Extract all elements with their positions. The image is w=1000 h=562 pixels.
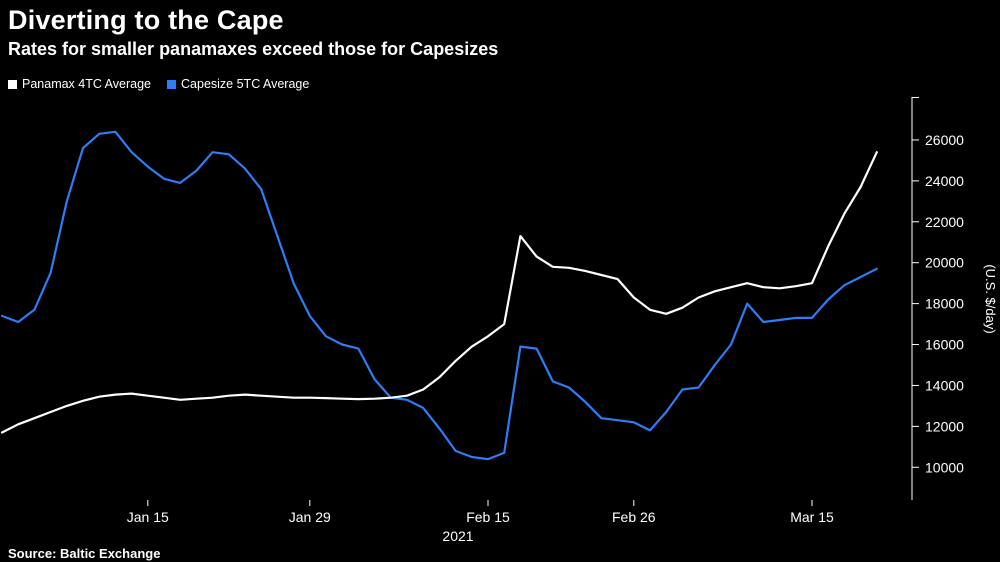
y-tick-label: 24000 (925, 173, 964, 189)
y-axis-title: (U.S. $/day) (983, 264, 998, 333)
x-tick-label: Feb 15 (466, 509, 510, 525)
y-tick-label: 14000 (925, 377, 964, 393)
series-line (0, 151, 878, 434)
legend-item-panamax: Panamax 4TC Average (8, 77, 151, 91)
y-tick-label: 16000 (925, 337, 964, 353)
series-line (0, 130, 878, 461)
x-tick-label: Mar 15 (790, 509, 834, 525)
x-axis-year: 2021 (442, 528, 473, 544)
capesize-swatch-icon (167, 79, 177, 89)
legend: Panamax 4TC Average Capesize 5TC Average (8, 77, 309, 91)
y-tick-label: 26000 (925, 132, 964, 148)
y-tick-label: 18000 (925, 296, 964, 312)
legend-label-panamax: Panamax 4TC Average (22, 77, 152, 91)
x-tick-label: Feb 26 (612, 509, 656, 525)
x-tick-label: Jan 15 (127, 509, 169, 525)
chart-subtitle: Rates for smaller panamaxes exceed those… (8, 39, 499, 59)
chart-canvas: 10000 12000 14000 16000 18000 20000 22000 24000… (0, 97, 998, 544)
y-tick-label: 10000 (925, 459, 964, 475)
legend-label-capesize: Capesize 5TC Average (181, 77, 310, 91)
x-tick-label: Jan 29 (289, 509, 331, 525)
chart-title: Diverting to the Cape (8, 5, 284, 35)
source-note: Source: Baltic Exchange (8, 546, 161, 561)
y-tick-label: 20000 (925, 255, 964, 271)
panamax-swatch-icon (8, 79, 17, 89)
legend-item-capesize: Capesize 5TC Average (167, 77, 309, 91)
y-tick-label: 22000 (925, 214, 964, 230)
y-tick-label: 12000 (925, 418, 964, 434)
